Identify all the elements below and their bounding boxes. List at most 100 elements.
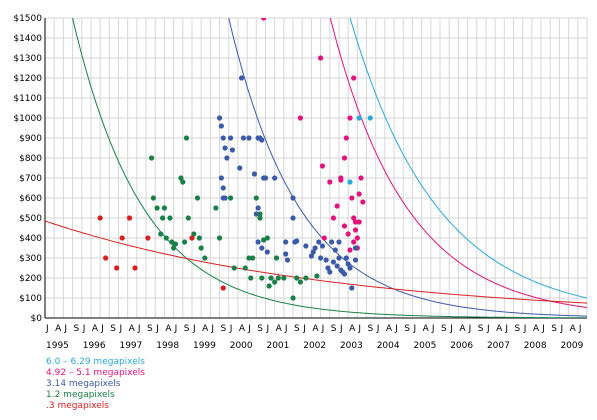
data-point xyxy=(171,245,177,251)
x-tick-month-label: J xyxy=(578,324,582,334)
x-tick-year-label: 1995 xyxy=(46,341,69,351)
data-point xyxy=(167,215,173,221)
data-point xyxy=(246,135,252,141)
x-tick-year-label: 1997 xyxy=(119,341,142,351)
data-point xyxy=(268,275,274,281)
data-point xyxy=(218,175,224,181)
y-tick-label: $1500 xyxy=(13,14,42,24)
x-tick-year-label: 1999 xyxy=(193,341,216,351)
data-point xyxy=(345,261,351,267)
x-tick-month-label: J xyxy=(357,324,361,334)
x-tick-month-label: A xyxy=(202,324,209,334)
x-tick-month-label: J xyxy=(302,324,306,334)
legend-entry: .3 megapixels xyxy=(46,401,109,411)
x-tick-month-label: A xyxy=(533,324,540,334)
y-tick-label: $1300 xyxy=(13,54,42,64)
data-point xyxy=(220,135,226,141)
x-tick-month-label: A xyxy=(92,324,99,334)
data-point xyxy=(341,223,348,229)
data-point xyxy=(312,245,318,251)
x-tick-month-label: S xyxy=(110,324,116,334)
data-point xyxy=(294,238,300,244)
x-tick-year-label: 2004 xyxy=(377,341,400,351)
data-point xyxy=(264,249,270,255)
data-point xyxy=(216,115,223,121)
data-point xyxy=(317,55,324,61)
x-tick-month-label: J xyxy=(265,324,269,334)
x-tick-month-label: A xyxy=(496,324,503,334)
y-tick-label: $900 xyxy=(19,134,42,144)
data-point xyxy=(275,275,281,281)
data-point xyxy=(319,163,326,169)
data-point xyxy=(336,255,342,261)
x-tick-month-label: A xyxy=(165,324,172,334)
data-point xyxy=(218,123,224,129)
data-point xyxy=(303,243,309,249)
data-point xyxy=(341,155,348,161)
x-tick-month-label: J xyxy=(63,324,67,334)
x-tick-month-label: J xyxy=(412,324,416,334)
legend-entry: 4.92 – 5.1 megapixels xyxy=(46,368,145,378)
x-tick-month-label: S xyxy=(147,324,153,334)
data-point xyxy=(224,155,230,161)
data-point xyxy=(266,283,272,289)
x-tick-year-label: 2000 xyxy=(230,341,253,351)
y-tick-label: $700 xyxy=(19,174,42,184)
data-point xyxy=(347,247,353,253)
data-point xyxy=(262,175,269,181)
data-point xyxy=(259,245,265,251)
data-point xyxy=(248,275,254,281)
x-tick-month-label: S xyxy=(257,324,263,334)
data-points xyxy=(97,18,373,301)
data-point xyxy=(237,165,243,171)
data-point xyxy=(246,255,252,261)
x-tick-year-label: 2009 xyxy=(560,341,583,351)
x-tick-month-label: S xyxy=(221,324,227,334)
data-point xyxy=(264,235,270,241)
data-point xyxy=(240,135,247,141)
data-point xyxy=(297,279,303,285)
data-point xyxy=(290,195,296,201)
data-point xyxy=(341,271,348,277)
data-point xyxy=(317,255,324,261)
x-tick-month-label: S xyxy=(331,324,337,334)
data-point xyxy=(345,231,351,237)
data-point xyxy=(347,265,353,271)
x-tick-year-label: 2006 xyxy=(450,341,473,351)
data-point xyxy=(114,265,120,271)
data-point xyxy=(329,239,335,245)
data-point xyxy=(220,285,226,291)
data-point xyxy=(255,239,261,245)
data-point xyxy=(255,205,261,211)
data-point xyxy=(180,179,186,185)
data-point xyxy=(327,179,333,185)
x-tick-month-label: J xyxy=(82,324,86,334)
x-tick-year-label: 2008 xyxy=(524,341,547,351)
data-point xyxy=(290,215,296,221)
x-tick-month-label: J xyxy=(155,324,159,334)
data-point xyxy=(250,255,256,261)
data-point xyxy=(349,285,355,291)
data-point xyxy=(347,115,353,121)
trend-line xyxy=(72,18,587,318)
data-point xyxy=(334,203,340,209)
data-point xyxy=(145,235,151,241)
data-point xyxy=(253,211,259,217)
y-tick-label: $200 xyxy=(19,274,42,284)
y-tick-label: $300 xyxy=(19,254,42,264)
x-tick-month-label: J xyxy=(339,324,343,334)
data-point xyxy=(356,191,362,197)
data-point xyxy=(178,175,184,181)
data-point xyxy=(351,239,357,245)
y-tick-label: $1100 xyxy=(13,94,42,104)
data-point xyxy=(284,257,291,263)
x-tick-month-label: J xyxy=(247,324,251,334)
x-tick-year-label: 2001 xyxy=(266,341,289,351)
x-tick-year-label: 2002 xyxy=(303,341,326,351)
data-point xyxy=(343,135,349,141)
data-point xyxy=(185,215,191,221)
data-point xyxy=(202,255,208,261)
data-point xyxy=(321,235,327,241)
x-tick-month-label: A xyxy=(312,324,319,334)
